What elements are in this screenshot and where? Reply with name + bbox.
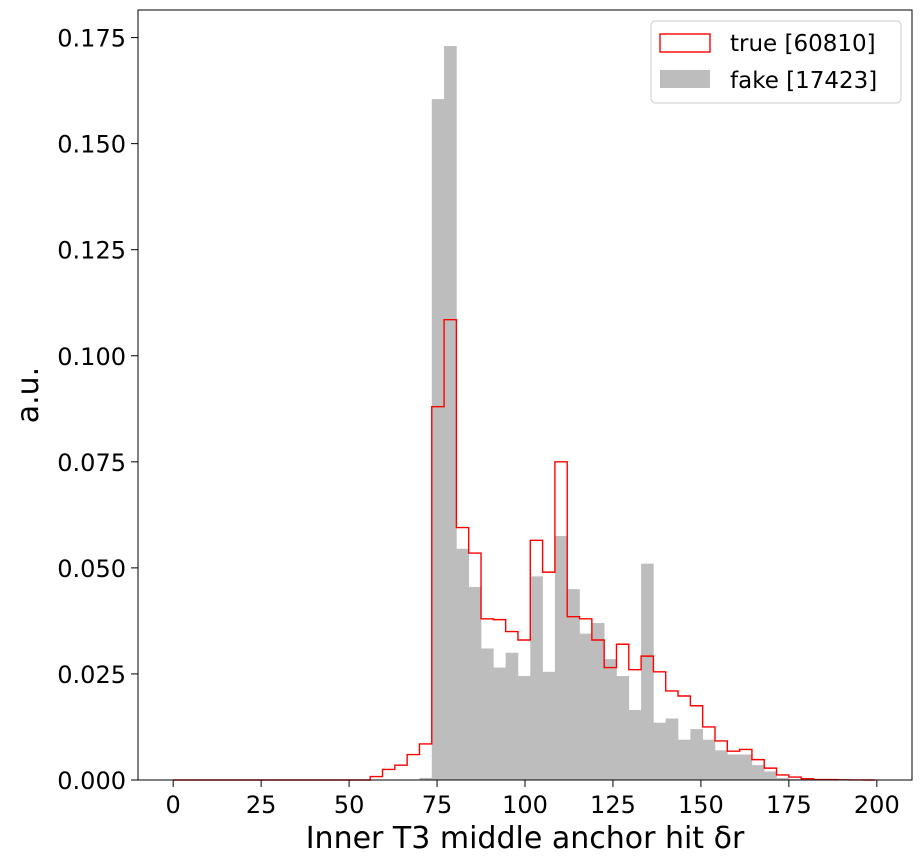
y-axis-label: a.u. [11,367,46,423]
fake-bar [505,652,519,780]
fake-bar [714,750,728,780]
fake-bar [530,576,543,780]
x-tick-label: 100 [502,791,548,819]
fake-bar [468,586,482,780]
y-tick-label: 0.100 [57,343,126,371]
fake-bar [628,710,642,780]
fake-bar [456,548,470,780]
fake-bar [591,623,605,780]
fake-bar [653,722,667,780]
fake-bar [727,754,740,780]
fake-bar [776,777,790,780]
x-tick-label: 175 [766,791,812,819]
x-axis-label: Inner T3 middle anchor hit δr [306,821,745,856]
fake-bar [517,676,531,780]
y-tick-label: 0.125 [57,237,126,265]
fake-bar [641,563,654,780]
y-tick-label: 0.050 [57,555,126,583]
x-tick-label: 200 [854,791,900,819]
fake-bar [419,777,433,780]
fake-series-bars [419,46,802,780]
fake-bar [604,659,617,780]
legend-fake-swatch [660,70,710,88]
x-tick-label: 75 [422,791,453,819]
fake-bar [481,648,494,780]
fake-bar [554,536,568,780]
legend-fake-label: fake [17423] [730,68,877,94]
fake-bar [764,771,777,780]
y-axis-ticks: 0.000 0.025 0.050 0.075 0.100 0.125 0.150 0.175 [57,25,138,795]
x-tick-label: 50 [334,791,365,819]
fake-bar [702,739,716,780]
fake-bar [579,633,593,780]
legend-box [650,20,902,104]
x-tick-label: 125 [590,791,636,819]
fake-bar [567,589,580,780]
legend-true-swatch [659,33,711,53]
y-tick-label: 0.175 [57,25,126,53]
fake-bar [493,667,506,780]
fake-bar [542,671,556,780]
true-series-step-line [173,318,876,781]
legend: true [60810] fake [17423] [650,20,902,104]
fake-bar [665,718,679,780]
fake-bar [444,46,457,780]
y-tick-label: 0.025 [57,661,126,689]
fake-bar [431,99,445,780]
y-tick-label: 0.000 [57,767,126,795]
fake-bar [739,754,753,780]
plot-frame [137,9,913,781]
x-tick-label: 150 [678,791,724,819]
legend-true-label: true [60810] [730,31,876,57]
x-tick-label: 25 [246,791,277,819]
fake-bar [678,739,691,780]
y-tick-label: 0.075 [57,449,126,477]
fake-bar [616,676,630,780]
x-axis-ticks: 0 25 50 75 100 125 150 175 200 [166,780,900,819]
fake-bar [751,765,765,780]
fake-bar [690,729,703,780]
y-tick-label: 0.150 [57,131,126,159]
x-tick-label: 0 [166,791,181,819]
